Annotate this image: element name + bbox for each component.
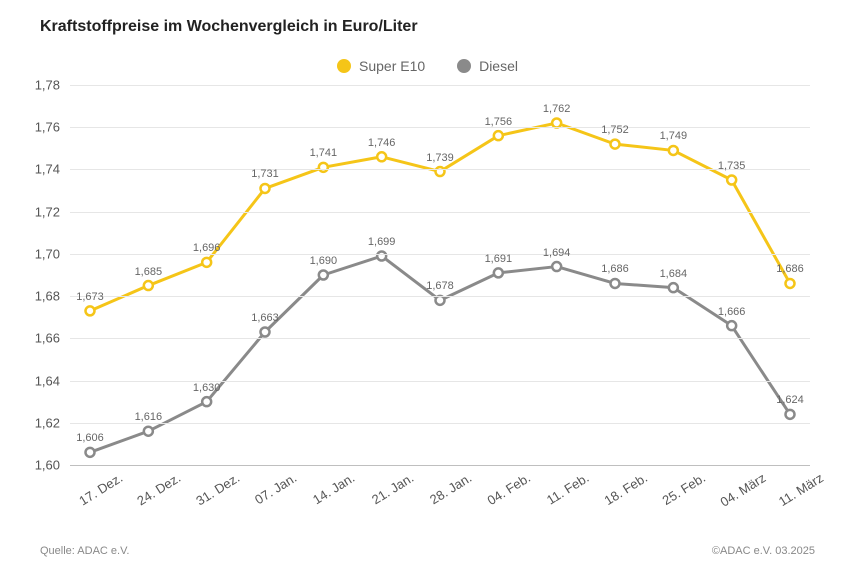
- y-axis-label: 1,76: [35, 120, 70, 135]
- data-point-label: 1,735: [718, 160, 746, 172]
- copyright-label: ©ADAC e.V. 03.2025: [712, 545, 815, 557]
- data-point-label: 1,739: [426, 152, 454, 164]
- x-axis-label: 25. Feb.: [657, 465, 709, 508]
- chart-title: Kraftstoffpreise im Wochenvergleich in E…: [40, 18, 418, 36]
- legend-label: Diesel: [479, 58, 518, 74]
- y-axis-label: 1,74: [35, 162, 70, 177]
- x-axis-label: 11. Feb.: [540, 465, 591, 508]
- data-point-label: 1,678: [426, 280, 454, 292]
- data-point-label: 1,686: [776, 263, 804, 275]
- y-axis-label: 1,60: [35, 458, 70, 473]
- data-point-label: 1,741: [310, 147, 338, 159]
- y-axis-label: 1,66: [35, 331, 70, 346]
- source-label: Quelle: ADAC e.V.: [40, 545, 129, 557]
- y-axis-label: 1,78: [35, 78, 70, 93]
- x-axis-label: 14. Jan.: [307, 465, 357, 507]
- data-point-label: 1,762: [543, 103, 571, 115]
- x-axis-label: 31. Dez.: [190, 465, 242, 508]
- chart-lines: [70, 85, 810, 465]
- data-point-label: 1,731: [251, 168, 279, 180]
- legend-item-diesel: Diesel: [457, 58, 518, 74]
- legend-label: Super E10: [359, 58, 425, 74]
- legend: Super E10 Diesel: [0, 58, 855, 76]
- data-point-label: 1,756: [485, 116, 513, 128]
- y-axis-label: 1,70: [35, 246, 70, 261]
- data-point-label: 1,663: [251, 312, 279, 324]
- data-point-label: 1,606: [76, 432, 104, 444]
- gridline: [70, 254, 810, 255]
- gridline: [70, 296, 810, 297]
- x-axis-label: 24. Dez.: [131, 465, 183, 508]
- data-point-label: 1,616: [135, 411, 163, 423]
- data-point-label: 1,691: [485, 253, 513, 265]
- x-axis-label: 04. März: [714, 465, 768, 510]
- x-axis-label: 18. Feb.: [598, 465, 650, 508]
- gridline: [70, 465, 810, 466]
- plot-area: 1,781,761,741,721,701,681,661,641,621,60…: [70, 85, 810, 465]
- data-point-label: 1,749: [660, 130, 688, 142]
- data-point-label: 1,752: [601, 124, 629, 136]
- y-axis-label: 1,62: [35, 415, 70, 430]
- data-point-label: 1,694: [543, 247, 571, 259]
- x-axis-label: 17. Dez.: [73, 465, 125, 508]
- x-axis-label: 11. März: [773, 465, 826, 509]
- gridline: [70, 169, 810, 170]
- data-point-label: 1,696: [193, 242, 221, 254]
- data-point-label: 1,690: [310, 255, 338, 267]
- gridline: [70, 85, 810, 86]
- data-point-label: 1,630: [193, 382, 221, 394]
- data-point-label: 1,684: [660, 268, 688, 280]
- data-point-label: 1,666: [718, 306, 746, 318]
- data-point-label: 1,699: [368, 236, 396, 248]
- x-axis-label: 21. Jan.: [366, 465, 416, 507]
- y-axis-label: 1,72: [35, 204, 70, 219]
- gridline: [70, 212, 810, 213]
- data-point-label: 1,624: [776, 394, 804, 406]
- gridline: [70, 338, 810, 339]
- data-point-label: 1,746: [368, 137, 396, 149]
- x-axis-label: 28. Jan.: [424, 465, 474, 507]
- gridline: [70, 423, 810, 424]
- y-axis-label: 1,68: [35, 289, 70, 304]
- gridline: [70, 381, 810, 382]
- x-axis-label: 07. Jan.: [249, 465, 299, 507]
- data-point-label: 1,686: [601, 263, 629, 275]
- data-point-label: 1,673: [76, 291, 104, 303]
- x-axis-label: 04. Feb.: [482, 465, 534, 508]
- legend-dot-super-e10: [337, 59, 351, 73]
- y-axis-label: 1,64: [35, 373, 70, 388]
- gridline: [70, 127, 810, 128]
- data-point-label: 1,685: [135, 266, 163, 278]
- legend-item-super-e10: Super E10: [337, 58, 425, 74]
- legend-dot-diesel: [457, 59, 471, 73]
